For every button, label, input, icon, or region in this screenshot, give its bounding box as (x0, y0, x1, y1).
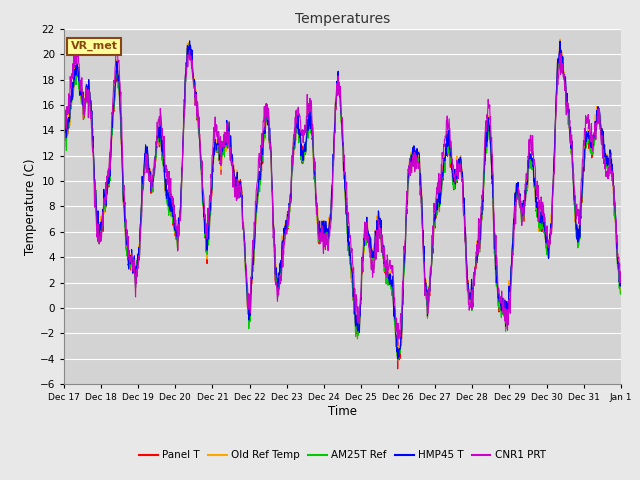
Panel T (186, 43, 193, 48)
Panel T (292, 130, 300, 135)
HMP45 T (60, 139, 68, 145)
Line: Panel T: Panel T (64, 46, 621, 369)
CNR1 PRT (279, 264, 287, 270)
Old Ref Temp (60, 140, 68, 145)
Old Ref Temp (617, 291, 625, 297)
CNR1 PRT (520, 206, 528, 212)
Old Ref Temp (183, 55, 191, 61)
Panel T (279, 249, 287, 254)
Line: AM25T Ref: AM25T Ref (64, 43, 621, 360)
CNR1 PRT (568, 140, 576, 146)
HMP45 T (429, 236, 436, 241)
CNR1 PRT (184, 52, 191, 58)
HMP45 T (292, 125, 300, 131)
Old Ref Temp (394, 357, 401, 363)
CNR1 PRT (60, 124, 68, 130)
HMP45 T (279, 247, 287, 252)
CNR1 PRT (429, 240, 436, 245)
Panel T (60, 153, 68, 158)
CNR1 PRT (72, 42, 79, 48)
Panel T (394, 366, 401, 372)
Panel T (617, 289, 625, 295)
HMP45 T (186, 38, 193, 44)
X-axis label: Time: Time (328, 405, 357, 418)
Old Ref Temp (292, 110, 300, 116)
Old Ref Temp (428, 253, 436, 259)
Old Ref Temp (568, 146, 576, 152)
HMP45 T (617, 283, 625, 288)
Old Ref Temp (278, 242, 286, 248)
Panel T (568, 145, 576, 151)
AM25T Ref (429, 239, 436, 244)
CNR1 PRT (617, 279, 625, 285)
AM25T Ref (183, 52, 191, 58)
CNR1 PRT (292, 120, 300, 125)
CNR1 PRT (394, 342, 401, 348)
AM25T Ref (568, 149, 576, 155)
HMP45 T (568, 138, 576, 144)
AM25T Ref (279, 256, 287, 262)
HMP45 T (183, 53, 191, 59)
AM25T Ref (617, 290, 625, 296)
Line: HMP45 T: HMP45 T (64, 41, 621, 359)
AM25T Ref (292, 127, 300, 133)
Panel T (429, 238, 436, 243)
Y-axis label: Temperature (C): Temperature (C) (24, 158, 37, 255)
Text: VR_met: VR_met (70, 41, 118, 51)
Old Ref Temp (556, 36, 564, 42)
HMP45 T (394, 356, 401, 361)
AM25T Ref (394, 357, 401, 363)
AM25T Ref (520, 212, 528, 218)
AM25T Ref (186, 40, 193, 46)
Legend: Panel T, Old Ref Temp, AM25T Ref, HMP45 T, CNR1 PRT: Panel T, Old Ref Temp, AM25T Ref, HMP45 … (135, 446, 550, 464)
Panel T (183, 55, 191, 60)
Old Ref Temp (520, 209, 527, 215)
Title: Temperatures: Temperatures (295, 12, 390, 26)
Line: CNR1 PRT: CNR1 PRT (64, 45, 621, 345)
AM25T Ref (60, 145, 68, 151)
HMP45 T (520, 210, 528, 216)
Panel T (520, 218, 528, 224)
Line: Old Ref Temp: Old Ref Temp (64, 39, 621, 360)
